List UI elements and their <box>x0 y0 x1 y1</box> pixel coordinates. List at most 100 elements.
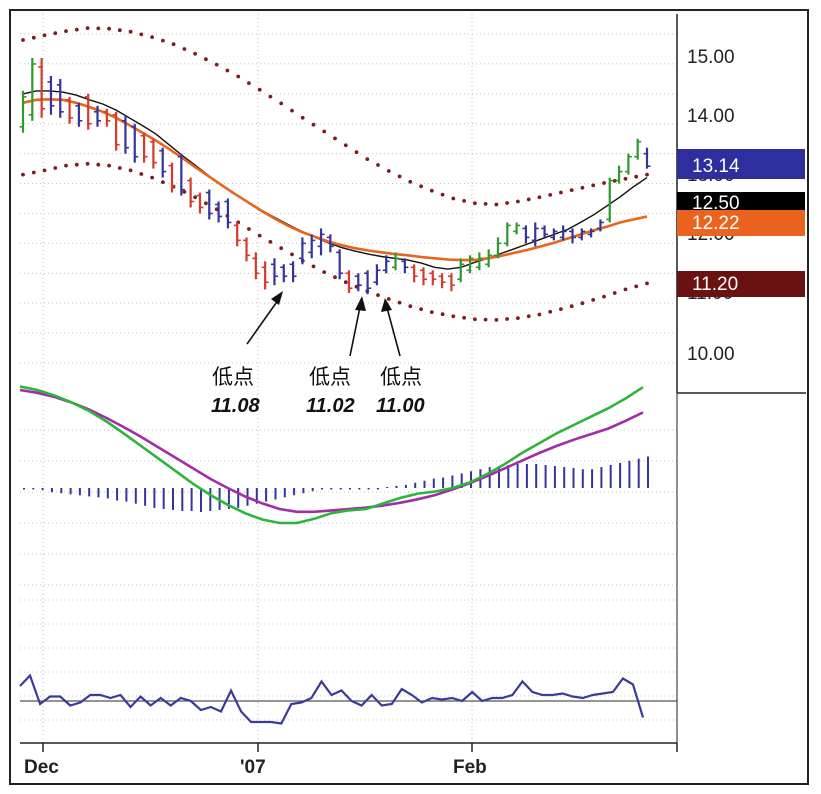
price-bar <box>587 228 595 238</box>
band-dot <box>429 310 434 314</box>
price-bar <box>94 105 102 127</box>
band-dot <box>365 157 370 162</box>
x-tick-label: Feb <box>453 757 487 778</box>
band-dot <box>526 314 531 319</box>
band-dot <box>354 150 359 155</box>
band-dot <box>53 31 58 36</box>
band-dot <box>64 29 68 33</box>
band-dot <box>343 280 348 285</box>
price-bar <box>140 132 148 163</box>
band-dot <box>451 196 456 201</box>
badge-lower-band <box>677 271 805 297</box>
price-bar <box>28 57 36 121</box>
band-dot <box>429 188 434 193</box>
price-bar <box>606 177 614 223</box>
band-dot <box>591 298 596 302</box>
price-bar <box>19 90 27 133</box>
price-bar <box>475 252 483 271</box>
band-dot <box>85 26 90 30</box>
price-bar <box>224 198 232 229</box>
band-dot <box>257 233 262 238</box>
price-bar <box>578 228 586 241</box>
price-bar <box>382 255 390 274</box>
band-dot <box>21 38 25 42</box>
price-badges: 13.14 12.50 12.22 11.20 <box>677 149 805 297</box>
price-bar <box>568 228 576 244</box>
band-dot <box>128 29 133 34</box>
band-dot <box>580 185 585 190</box>
x-tick-label: Dec <box>24 757 59 778</box>
band-dot <box>623 176 628 181</box>
price-bar <box>196 192 204 214</box>
price-bar <box>261 261 269 290</box>
band-dot <box>569 188 574 193</box>
price-bar <box>485 249 493 268</box>
price-bar <box>401 258 409 274</box>
price-bar <box>243 237 251 262</box>
price-bar <box>326 234 334 253</box>
band-dot <box>516 199 520 204</box>
band-dot <box>161 38 165 43</box>
price-bar <box>550 228 558 241</box>
price-bar <box>345 270 353 294</box>
band-dot <box>537 195 542 200</box>
oscillator-line <box>19 673 645 725</box>
price-bar <box>177 153 185 196</box>
band-dot <box>182 47 187 51</box>
band-dot <box>419 307 423 311</box>
price-bar <box>466 255 474 274</box>
band-dot <box>193 195 198 200</box>
band-dot <box>440 192 445 197</box>
price-bar <box>447 273 455 292</box>
band-dot <box>128 168 133 173</box>
band-dot <box>193 51 198 56</box>
macd-purple-line <box>19 388 644 514</box>
grid-lines <box>20 14 677 743</box>
band-dot <box>247 227 251 231</box>
x-axis: Dec '07 Feb <box>24 743 678 778</box>
price-bar <box>457 258 465 283</box>
band-dot <box>53 166 58 170</box>
band-dot <box>505 201 509 205</box>
band-dot <box>376 163 380 167</box>
price-bar <box>187 177 195 208</box>
band-dot <box>182 190 187 194</box>
band-dot <box>85 161 90 166</box>
price-bar <box>121 114 129 154</box>
price-bar <box>270 258 278 286</box>
price-bar <box>131 123 139 163</box>
price-bar <box>559 225 567 241</box>
band-dot <box>42 33 47 38</box>
price-bar <box>354 273 362 292</box>
price-bar <box>66 96 74 124</box>
annotation-arrowhead <box>271 291 283 305</box>
band-dot <box>150 175 155 180</box>
low-point-annotations: 低点 11.08 低点 11.02 低点 11.00 <box>211 291 425 417</box>
annotation-arrowhead <box>381 298 392 312</box>
band-dot <box>322 129 327 134</box>
band-dot <box>483 202 488 206</box>
price-bar <box>531 222 539 247</box>
price-bar <box>252 252 260 280</box>
band-dot <box>645 172 649 177</box>
band-dot <box>290 108 294 113</box>
price-bar <box>429 270 437 286</box>
band-dot <box>397 174 402 179</box>
band-dot <box>107 163 111 168</box>
band-dot <box>386 169 391 173</box>
band-dot <box>204 57 208 62</box>
y-tick-label: 15.00 <box>687 47 735 68</box>
band-dot <box>634 174 639 179</box>
price-bar <box>38 57 46 118</box>
band-dot <box>537 312 542 317</box>
band-dot <box>440 312 445 317</box>
band-dot <box>559 190 563 195</box>
band-dot <box>559 307 563 311</box>
badge-lower-band-text: 11.20 <box>692 274 738 295</box>
band-dot <box>21 172 25 177</box>
band-dot <box>602 181 606 185</box>
chart-frame <box>9 9 809 785</box>
annotation-label: 低点 <box>309 365 351 389</box>
band-dot <box>419 184 423 189</box>
price-bar <box>308 234 316 259</box>
